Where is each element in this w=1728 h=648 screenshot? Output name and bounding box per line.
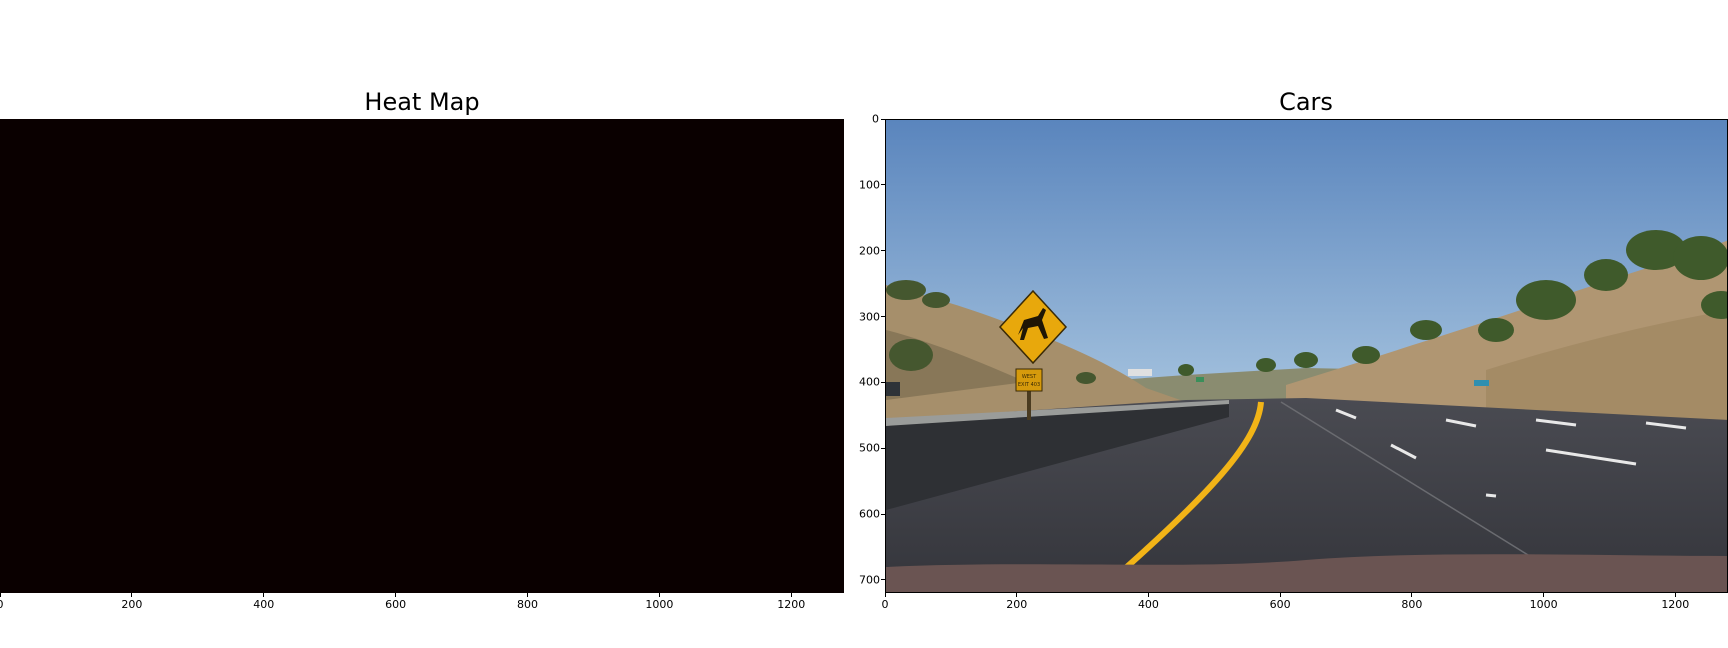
x-tick-mark [131, 593, 133, 597]
x-tick-mark [0, 593, 1, 597]
x-tick-label: 800 [1401, 598, 1423, 611]
heatmap-title: Heat Map [364, 88, 480, 116]
y-tick-label: 700 [859, 573, 880, 587]
cars-title: Cars [1279, 88, 1333, 116]
x-tick-mark [1411, 593, 1413, 597]
x-tick-mark [658, 593, 660, 597]
left-trees [886, 280, 1096, 384]
y-tick-mark [881, 579, 885, 581]
right-trees [1178, 230, 1727, 376]
x-tick-mark [884, 593, 886, 597]
median-barrier [886, 402, 1229, 510]
cars-image: WEST EXIT 403 [885, 119, 1728, 593]
x-tick-mark [395, 593, 397, 597]
x-tick-mark [263, 593, 265, 597]
x-tick-label: 200 [1006, 598, 1028, 611]
y-tick-mark [881, 513, 885, 515]
x-tick-label: 1000 [1529, 598, 1558, 611]
x-tick-mark [527, 593, 528, 597]
car-hood [886, 554, 1727, 592]
x-tick-mark [1674, 593, 1676, 597]
y-tick-mark [881, 447, 885, 449]
y-tick-label: 200 [859, 244, 880, 258]
x-tick-mark [1016, 593, 1018, 597]
x-tick-label: 1200 [1661, 598, 1690, 611]
y-tick-mark [881, 184, 885, 186]
x-tick-label: 0 [0, 598, 4, 611]
left-car [886, 382, 900, 396]
x-tick-label: 600 [1269, 598, 1291, 611]
y-tick-mark [881, 381, 885, 383]
y-tick-mark [881, 316, 885, 317]
right-hillside-shade [1486, 310, 1727, 420]
y-tick-mark [881, 250, 885, 252]
y-tick-label: 600 [859, 507, 880, 521]
heatmap-image [0, 119, 844, 593]
x-tick-label: 1000 [645, 598, 674, 611]
median-barrier-top [886, 400, 1229, 426]
x-tick-label: 400 [1137, 598, 1159, 611]
x-tick-mark [1279, 593, 1281, 597]
y-tick-label: 100 [859, 178, 880, 192]
sign-line-1: WEST [1022, 374, 1037, 380]
sign-line-2: EXIT 403 [1018, 382, 1040, 388]
x-tick-label: 800 [517, 598, 538, 611]
x-tick-mark [790, 593, 792, 597]
white-lane-dashes [1335, 408, 1687, 498]
yellow-lane-line [1094, 401, 1264, 592]
distant-building [1128, 369, 1152, 376]
y-tick-label: 300 [859, 310, 880, 323]
y-tick-label: 500 [859, 441, 880, 455]
x-tick-label: 200 [121, 598, 143, 611]
x-tick-mark [1147, 593, 1149, 597]
y-tick-label: 0 [872, 112, 879, 126]
distant-sign [1196, 377, 1204, 382]
x-tick-mark [1543, 593, 1545, 597]
x-tick-label: 400 [253, 598, 275, 611]
x-tick-label: 1200 [777, 598, 806, 611]
y-tick-label: 400 [859, 375, 880, 389]
x-tick-label: 600 [385, 598, 407, 611]
distant-sign [1474, 380, 1489, 386]
y-tick-mark [881, 118, 885, 120]
x-tick-label: 0 [881, 598, 889, 611]
deer-crossing-sign: WEST EXIT 403 [998, 289, 1068, 420]
